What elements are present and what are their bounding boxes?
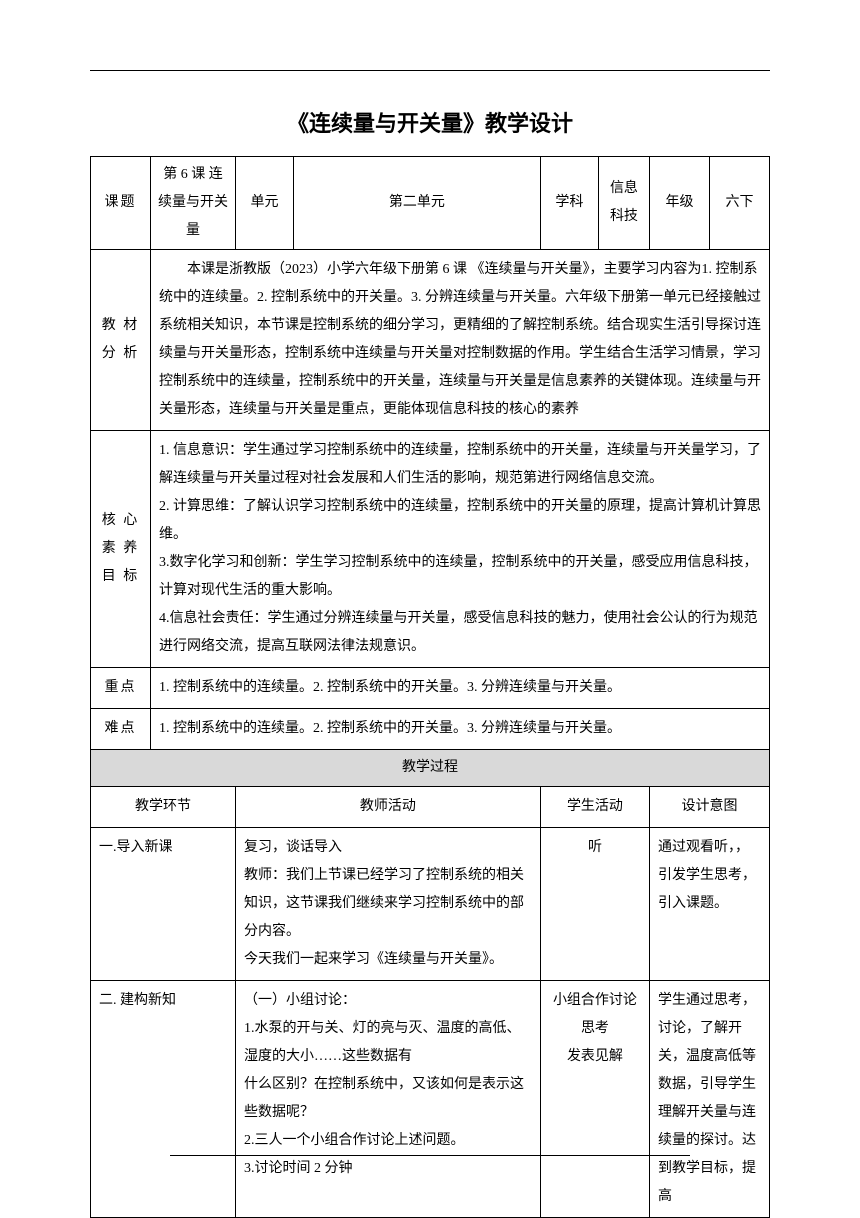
teacher-2-line-5: 3.讨论时间 2 分钟	[244, 1155, 532, 1183]
student-2-line-1: 小组合作讨论	[549, 987, 641, 1015]
teacher-2: （一）小组讨论： 1.水泵的开与关、灯的亮与灭、温度的高低、湿度的大小……这些数…	[235, 981, 540, 1218]
page-title: 《连续量与开关量》教学设计	[90, 106, 770, 138]
process-header: 教学过程	[91, 750, 770, 787]
process-columns-row: 教学环节 教师活动 学生活动 设计意图	[91, 787, 770, 828]
design-1: 通过观看听，，引发学生思考，引入课题。	[650, 828, 770, 981]
value-subject: 信息科技	[598, 157, 649, 250]
label-topic: 课题	[91, 157, 151, 250]
lesson-plan-table: 课题 第 6 课 连续量与开关量 单元 第二单元 学科 信息科技 年级 六下 教…	[90, 156, 770, 1218]
content-material: 本课是浙教版（2023）小学六年级下册第 6 课 《连续量与开关量》，主要学习内…	[151, 250, 770, 431]
process-row-2: 二. 建构新知 （一）小组讨论： 1.水泵的开与关、灯的亮与灭、温度的高低、湿度…	[91, 981, 770, 1218]
content-difficulty: 1. 控制系统中的连续量。2. 控制系统中的开关量。3. 分辨连续量与开关量。	[151, 709, 770, 750]
stage-2: 二. 建构新知	[91, 981, 236, 1218]
teacher-1: 复习，谈话导入 教师：我们上节课已经学习了控制系统的相关知识，这节课我们继续来学…	[235, 828, 540, 981]
design-2: 学生通过思考，讨论，了解开关，温度高低等数据，引导学生理解开关量与连续量的探讨。…	[650, 981, 770, 1218]
material-analysis-row: 教 材分 析 本课是浙教版（2023）小学六年级下册第 6 课 《连续量与开关量…	[91, 250, 770, 431]
label-subject: 学科	[540, 157, 598, 250]
stage-1: 一.导入新课	[91, 828, 236, 981]
process-header-row: 教学过程	[91, 750, 770, 787]
goal-item-2: 2. 计算思维：了解认识学习控制系统中的连续量，控制系统中的开关量的原理，提高计…	[159, 493, 761, 549]
teacher-1-line-1: 复习，谈话导入	[244, 834, 532, 862]
top-divider	[90, 70, 770, 71]
col-teacher: 教师活动	[235, 787, 540, 828]
teacher-2-line-4: 2.三人一个小组合作讨论上述问题。	[244, 1127, 532, 1155]
key-point-row: 重点 1. 控制系统中的连续量。2. 控制系统中的开关量。3. 分辨连续量与开关…	[91, 668, 770, 709]
teacher-1-line-2: 教师：我们上节课已经学习了控制系统的相关知识，这节课我们继续来学习控制系统中的部…	[244, 862, 532, 946]
label-goals: 核 心素 养目 标	[91, 431, 151, 668]
content-goals: 1. 信息意识：学生通过学习控制系统中的连续量，控制系统中的开关量，连续量与开关…	[151, 431, 770, 668]
label-keypoint: 重点	[91, 668, 151, 709]
goal-item-4: 4.信息社会责任：学生通过分辨连续量与开关量，感受信息科技的魅力，使用社会公认的…	[159, 605, 761, 661]
teacher-2-line-3: 什么区别？在控制系统中，又该如何是表示这些数据呢？	[244, 1071, 532, 1127]
label-grade: 年级	[650, 157, 710, 250]
label-material: 教 材分 析	[91, 250, 151, 431]
teacher-2-line-2: 1.水泵的开与关、灯的亮与灭、温度的高低、湿度的大小……这些数据有	[244, 1015, 532, 1071]
goal-item-1: 1. 信息意识：学生通过学习控制系统中的连续量，控制系统中的开关量，连续量与开关…	[159, 437, 761, 493]
value-grade: 六下	[710, 157, 770, 250]
student-2-line-2: 思考	[549, 1015, 641, 1043]
value-unit: 第二单元	[293, 157, 540, 250]
label-difficulty: 难点	[91, 709, 151, 750]
teacher-1-line-3: 今天我们一起来学习《连续量与开关量》。	[244, 946, 532, 974]
value-topic: 第 6 课 连续量与开关量	[151, 157, 236, 250]
teacher-2-line-1: （一）小组讨论：	[244, 987, 532, 1015]
student-2: 小组合作讨论 思考 发表见解	[540, 981, 649, 1218]
core-goals-row: 核 心素 养目 标 1. 信息意识：学生通过学习控制系统中的连续量，控制系统中的…	[91, 431, 770, 668]
content-keypoint: 1. 控制系统中的连续量。2. 控制系统中的开关量。3. 分辨连续量与开关量。	[151, 668, 770, 709]
difficulty-row: 难点 1. 控制系统中的连续量。2. 控制系统中的开关量。3. 分辨连续量与开关…	[91, 709, 770, 750]
col-design: 设计意图	[650, 787, 770, 828]
student-2-line-3: 发表见解	[549, 1043, 641, 1071]
label-unit: 单元	[235, 157, 293, 250]
col-student: 学生活动	[540, 787, 649, 828]
student-1: 听	[540, 828, 649, 981]
header-row: 课题 第 6 课 连续量与开关量 单元 第二单元 学科 信息科技 年级 六下	[91, 157, 770, 250]
col-stage: 教学环节	[91, 787, 236, 828]
process-row-1: 一.导入新课 复习，谈话导入 教师：我们上节课已经学习了控制系统的相关知识，这节…	[91, 828, 770, 981]
bottom-divider	[170, 1155, 690, 1156]
goal-item-3: 3.数字化学习和创新：学生学习控制系统中的连续量，控制系统中的开关量，感受应用信…	[159, 549, 761, 605]
